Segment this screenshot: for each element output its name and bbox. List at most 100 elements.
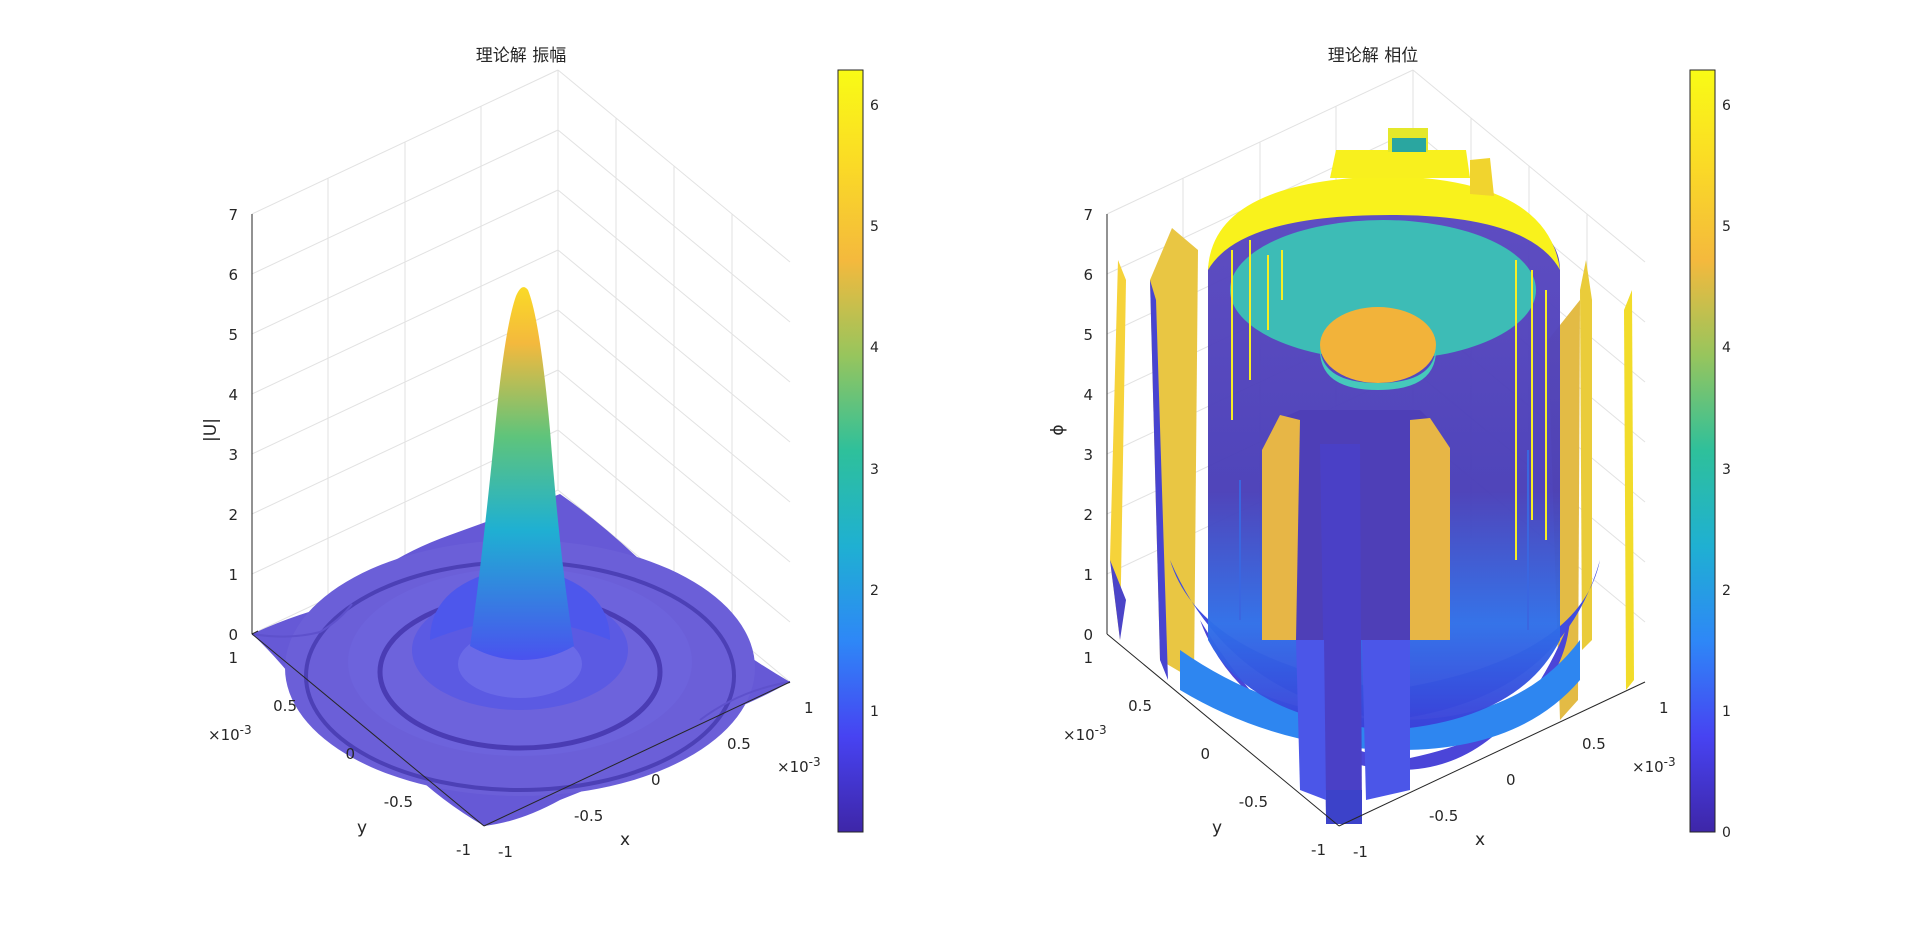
z-tick: 5 (228, 326, 238, 344)
amplitude-colorbar-gradient (837, 69, 864, 833)
colorbar-tick: 3 (870, 462, 879, 478)
z-tick: 3 (1083, 446, 1093, 464)
z-tick: 3 (228, 446, 238, 464)
phase-top-tab-flange (1470, 158, 1494, 196)
colorbar-tick: 4 (1722, 340, 1731, 356)
y-tick: 1 (1083, 649, 1093, 667)
amplitude-y-exponent: ×10-3 (208, 723, 252, 744)
amplitude-colorbar: 1 2 3 4 5 6 (837, 69, 879, 833)
amplitude-edge-ripple (699, 681, 791, 721)
z-tick: 2 (228, 506, 238, 524)
amplitude-x-exponent: ×10-3 (777, 755, 821, 776)
x-tick: 0.5 (1582, 735, 1606, 753)
y-tick: 0 (1200, 745, 1210, 763)
colorbar-tick: 1 (870, 704, 879, 720)
z-tick: 4 (228, 386, 238, 404)
y-tick: -0.5 (384, 793, 413, 811)
z-tick: 0 (228, 626, 238, 644)
phase-corner-sheet (1624, 290, 1634, 690)
z-tick: 0 (1083, 626, 1093, 644)
phase-axis-lines (1106, 214, 1646, 827)
colorbar-tick: 5 (1722, 219, 1731, 235)
phase-x-exponent: ×10-3 (1632, 755, 1676, 776)
colorbar-tick: 6 (870, 98, 879, 114)
phase-surface (1110, 128, 1634, 824)
z-tick: 1 (228, 566, 238, 584)
phase-front-band-right (1410, 418, 1450, 640)
amplitude-edge-ripple (251, 603, 353, 638)
phase-x-label: x (1475, 830, 1485, 850)
phase-title: 理论解 相位 (1328, 46, 1418, 66)
y-tick: -0.5 (1239, 793, 1268, 811)
phase-cylinder-rim (1208, 176, 1560, 270)
y-tick: 0 (345, 745, 355, 763)
phase-corner-sheet (1150, 280, 1168, 680)
amplitude-y-label: y (357, 818, 367, 838)
phase-corner-sheet (1110, 560, 1126, 640)
x-tick: 1 (1659, 699, 1669, 717)
amplitude-z-label: |U| (201, 418, 221, 442)
amplitude-z-ticks: 0 1 2 3 4 5 6 7 (228, 206, 259, 644)
amplitude-central-peak (470, 287, 574, 660)
colorbar-tick: 0 (1722, 825, 1731, 841)
amplitude-x-label: x (620, 830, 630, 850)
x-tick: 1 (804, 699, 814, 717)
phase-streaks (1231, 240, 1547, 630)
z-tick: 1 (1083, 566, 1093, 584)
phase-y-exponent: ×10-3 (1063, 723, 1107, 744)
phase-front-channel-lower (1362, 640, 1410, 800)
phase-front-channel (1320, 444, 1362, 820)
amplitude-title: 理论解 振幅 (476, 46, 566, 66)
phase-y-ticks: 1 0.5 0 -0.5 -1 (1083, 649, 1326, 859)
phase-colorbar-gradient (1689, 69, 1716, 833)
x-tick: 0.5 (727, 735, 751, 753)
z-tick: 7 (228, 206, 238, 224)
colorbar-tick: 2 (870, 583, 879, 599)
colorbar-tick: 2 (1722, 583, 1731, 599)
phase-top-notch-inner (1392, 138, 1426, 152)
x-tick: -1 (498, 843, 513, 861)
phase-z-ticks: 0 1 2 3 4 5 6 7 (1083, 206, 1093, 644)
colorbar-tick: 5 (870, 219, 879, 235)
x-tick: -1 (1353, 843, 1368, 861)
phase-front-band-left (1262, 415, 1300, 640)
x-tick: 0 (1506, 771, 1516, 789)
phase-top-tab (1330, 150, 1470, 178)
x-tick: -0.5 (1429, 807, 1458, 825)
x-tick: 0 (651, 771, 661, 789)
y-tick: -1 (456, 841, 471, 859)
phase-front-channel-bottom (1326, 790, 1362, 824)
z-tick: 7 (1083, 206, 1093, 224)
y-tick: 0.5 (273, 697, 297, 715)
phase-x-ticks: -1 -0.5 0 0.5 1 (1353, 699, 1669, 861)
phase-corner-sheet (1580, 260, 1592, 650)
y-tick: -1 (1311, 841, 1326, 859)
phase-axes: 理论解 相位 (1048, 46, 1676, 861)
phase-bowl-band (1180, 640, 1580, 750)
phase-z-label: ϕ (1048, 424, 1068, 435)
z-tick: 6 (228, 266, 238, 284)
colorbar-tick: 4 (870, 340, 879, 356)
amplitude-y-ticks: 1 0.5 0 -0.5 -1 (228, 649, 471, 859)
phase-inner-disk (1320, 307, 1436, 383)
amplitude-colorbar-ticks: 1 2 3 4 5 6 (870, 98, 879, 720)
phase-colorbar: 0 1 2 3 4 5 6 (1689, 69, 1731, 841)
colorbar-tick: 6 (1722, 98, 1731, 114)
y-tick: 1 (228, 649, 238, 667)
phase-front-channel-lower (1296, 640, 1326, 800)
y-tick: 0.5 (1128, 697, 1152, 715)
phase-colorbar-ticks: 0 1 2 3 4 5 6 (1722, 98, 1731, 841)
amplitude-x-ticks: -1 -0.5 0 0.5 1 (498, 699, 814, 861)
z-tick: 5 (1083, 326, 1093, 344)
amplitude-surface (251, 287, 791, 826)
amplitude-axes: 理论解 振幅 (201, 46, 821, 861)
x-tick: -0.5 (574, 807, 603, 825)
phase-cylinder-inner (1230, 220, 1536, 360)
amplitude-axis-lines (251, 214, 791, 827)
phase-y-label: y (1212, 818, 1222, 838)
z-tick: 4 (1083, 386, 1093, 404)
z-tick: 2 (1083, 506, 1093, 524)
z-tick: 6 (1083, 266, 1093, 284)
phase-corner-sheet (1110, 260, 1126, 640)
